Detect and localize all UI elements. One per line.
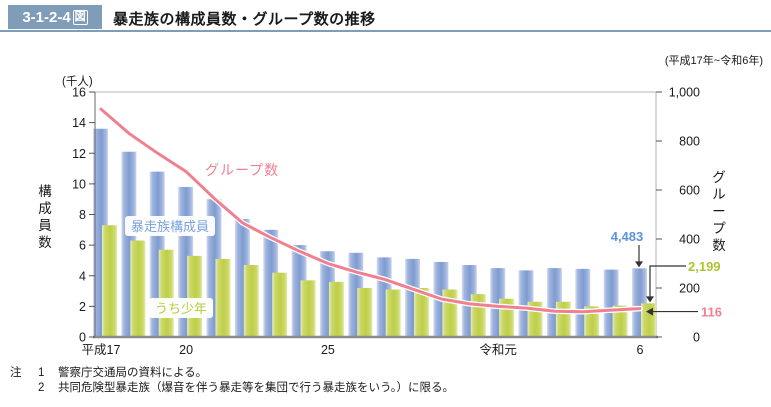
- right-tick-label: 1,000: [669, 86, 700, 100]
- left-axis-title-char: 数: [38, 235, 52, 250]
- left-tick-label: 10: [72, 177, 86, 191]
- bar-juveniles-平成28: [414, 288, 430, 337]
- figure-number-badge: 3-1-2-4 図: [8, 5, 102, 29]
- right-tick-label: 0: [693, 331, 700, 345]
- x-tick-label-令和元: 令和元: [479, 342, 517, 357]
- note-1-number: 1: [38, 367, 45, 379]
- note-row-1: 注 1 警察庁交通局の資料による。: [10, 366, 454, 381]
- bar-juveniles-平成21: [215, 258, 231, 337]
- left-axis-title-char: 構: [38, 184, 52, 199]
- bar-juveniles-平成19: [158, 249, 174, 337]
- groups-line: [99, 107, 642, 314]
- figure-suffix: 図: [72, 9, 88, 25]
- left-axis-unit: (千人): [62, 75, 93, 88]
- right-tick-label: 800: [679, 135, 700, 149]
- bar-juveniles-平成17: [102, 225, 117, 337]
- x-tick-label-20: 20: [179, 343, 193, 357]
- bar-juveniles-平成25: [328, 281, 344, 337]
- bar-juveniles-平成29: [442, 289, 458, 337]
- note-prefix: 注: [10, 367, 22, 379]
- right-tick-label: 200: [679, 282, 700, 296]
- left-tick-label: 6: [79, 239, 86, 253]
- annotation-members-value: 4,483: [611, 229, 644, 244]
- x-tick-label-平成17: 平成17: [82, 343, 121, 357]
- annotation-juveniles-arrowhead: [646, 296, 654, 303]
- bar-juveniles-平成18: [130, 240, 146, 337]
- right-axis-title-char: 数: [712, 238, 726, 253]
- label-groups-line: グループ数: [205, 162, 279, 178]
- title-rule: [0, 30, 771, 32]
- bar-juveniles-平成23: [272, 272, 288, 337]
- left-tick-label: 4: [79, 269, 86, 283]
- x-tick-label-6: 6: [637, 343, 644, 357]
- bar-juveniles-平成27: [385, 289, 401, 337]
- label-juveniles: うち少年: [155, 301, 207, 316]
- left-axis-title-char: 員: [38, 218, 52, 233]
- bar-juveniles-令和6: [640, 303, 656, 337]
- left-tick-label: 12: [72, 147, 86, 161]
- period-caption: (平成17年~令和6年): [664, 55, 763, 67]
- bar-juveniles-平成26: [357, 288, 373, 337]
- right-tick-label: 400: [679, 233, 700, 247]
- annotation-groups-value: 116: [701, 305, 722, 320]
- note-2-number: 2: [38, 382, 45, 394]
- bar-juveniles-平成22: [243, 265, 259, 337]
- label-juveniles-box: [149, 298, 213, 318]
- right-axis-title-char: ル: [712, 187, 726, 202]
- left-tick-label: 14: [72, 116, 86, 130]
- right-tick-label: 600: [679, 184, 700, 198]
- left-axis-title-char: 成: [38, 201, 52, 216]
- right-axis-title-char: プ: [712, 221, 726, 236]
- bar-juveniles-令和3: [555, 301, 571, 337]
- left-tick-label: 0: [79, 331, 86, 345]
- left-tick-label: 2: [79, 300, 86, 314]
- label-members-box: [125, 216, 215, 236]
- left-tick-label: 16: [72, 86, 86, 100]
- left-tick-label: 8: [79, 208, 86, 222]
- bar-juveniles-平成24: [300, 280, 316, 337]
- right-axis-title-char: グ: [712, 170, 726, 185]
- note-2-text: 共同危険型暴走族（爆音を伴う暴走等を集団で行う暴走族をいう。）に限る。: [58, 382, 455, 394]
- bar-juveniles-平成30: [470, 294, 486, 337]
- x-tick-label-25: 25: [321, 343, 335, 357]
- figure-number: 3-1-2-4: [22, 8, 71, 26]
- note-1-text: 警察庁交通局の資料による。: [58, 367, 208, 379]
- right-axis-title-char: ー: [712, 204, 726, 219]
- notes: 注 1 警察庁交通局の資料による。 2 共同危険型暴走族（爆音を伴う暴走等を集団…: [10, 366, 454, 396]
- annotation-members-arrowhead: [635, 261, 643, 268]
- bar-juveniles-平成20: [187, 255, 203, 337]
- note-row-2: 2 共同危険型暴走族（爆音を伴う暴走等を集団で行う暴走族をいう。）に限る。: [10, 381, 454, 396]
- annotation-juveniles-value: 2,199: [688, 259, 721, 274]
- annotation-juveniles-elbow: [649, 265, 686, 298]
- label-members: 暴走族構成員: [131, 219, 209, 234]
- bar-juveniles-令和5: [612, 305, 628, 337]
- annotation-groups-arrowhead: [646, 307, 653, 316]
- page-title: 暴走族の構成員数・グループ数の推移: [113, 11, 376, 28]
